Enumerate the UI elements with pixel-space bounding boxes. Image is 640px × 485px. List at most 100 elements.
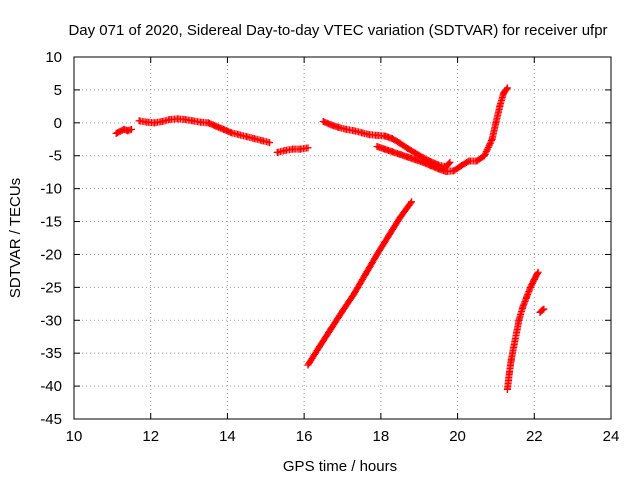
data-point bbox=[350, 127, 358, 135]
data-point bbox=[135, 117, 143, 125]
y-tick-label: -40 bbox=[40, 378, 62, 395]
data-point bbox=[335, 123, 343, 131]
data-point bbox=[304, 144, 312, 152]
x-tick-label: 10 bbox=[66, 428, 83, 445]
data-point bbox=[465, 157, 473, 165]
data-series bbox=[273, 144, 312, 156]
data-point bbox=[327, 325, 335, 333]
y-tick-label: -30 bbox=[40, 312, 62, 329]
data-point bbox=[480, 152, 488, 160]
x-tick-label: 16 bbox=[296, 428, 313, 445]
data-point bbox=[450, 167, 458, 175]
data-point bbox=[492, 119, 500, 127]
data-point bbox=[112, 129, 120, 137]
data-point bbox=[404, 153, 412, 161]
data-point bbox=[404, 144, 412, 152]
x-axis-label: GPS time / hours bbox=[283, 458, 397, 475]
data-point bbox=[258, 137, 266, 145]
chart-title: Day 071 of 2020, Sidereal Day-to-day VTE… bbox=[68, 22, 607, 39]
data-point bbox=[434, 165, 442, 173]
x-tick-label: 24 bbox=[603, 428, 620, 445]
data-point bbox=[124, 127, 132, 135]
data-point bbox=[396, 150, 404, 158]
data-point bbox=[273, 148, 281, 156]
data-point bbox=[515, 316, 523, 324]
data-point bbox=[381, 132, 389, 140]
data-series bbox=[135, 115, 274, 147]
tick-label-layer: 10 12 14 16 18 20 22 24 10 5 0 -5 -10 -15 -20 -25 -30 -35… bbox=[40, 49, 619, 445]
data-point bbox=[339, 307, 346, 315]
data-point bbox=[174, 115, 182, 123]
y-tick-label: -15 bbox=[40, 214, 62, 231]
data-point bbox=[503, 84, 511, 92]
data-point bbox=[304, 361, 312, 369]
data-point bbox=[204, 119, 212, 127]
data-point bbox=[519, 303, 527, 311]
data-point bbox=[503, 385, 511, 393]
data-point bbox=[526, 283, 534, 291]
data-series bbox=[304, 198, 416, 369]
data-point bbox=[388, 148, 396, 156]
data-point bbox=[442, 168, 450, 176]
data-point bbox=[530, 275, 538, 283]
data-point bbox=[411, 156, 419, 164]
data-point bbox=[540, 305, 548, 313]
data-point bbox=[396, 139, 404, 147]
grid-layer bbox=[74, 57, 611, 419]
data-point bbox=[411, 149, 419, 157]
data-point bbox=[373, 143, 381, 151]
y-tick-label: -35 bbox=[40, 345, 62, 362]
y-tick-label: 10 bbox=[45, 49, 62, 66]
data-point bbox=[227, 129, 235, 137]
data-point bbox=[197, 118, 205, 126]
data-point bbox=[151, 119, 159, 127]
y-tick-label: -25 bbox=[40, 279, 62, 296]
data-point bbox=[488, 135, 496, 143]
data-point bbox=[220, 125, 228, 133]
data-point bbox=[500, 89, 508, 97]
data-point bbox=[427, 162, 435, 170]
data-point bbox=[365, 131, 373, 139]
data-point bbox=[266, 139, 274, 147]
plot-frame bbox=[73, 56, 612, 420]
y-axis-label: SDTVAR / TECUs bbox=[7, 178, 24, 298]
data-point bbox=[507, 356, 515, 364]
data-point bbox=[315, 343, 323, 351]
data-point bbox=[534, 268, 542, 276]
data-point bbox=[296, 145, 304, 153]
data-point bbox=[128, 125, 136, 133]
data-point bbox=[289, 145, 297, 153]
data-point bbox=[319, 118, 327, 126]
data-point bbox=[373, 131, 381, 139]
x-tick-label: 14 bbox=[219, 428, 236, 445]
data-point bbox=[166, 116, 174, 124]
data-series bbox=[112, 125, 136, 137]
data-point bbox=[250, 135, 258, 143]
data-point bbox=[396, 214, 404, 222]
data-point bbox=[446, 158, 454, 166]
data-point bbox=[473, 157, 481, 165]
data-point bbox=[189, 117, 197, 125]
data-series bbox=[503, 268, 542, 393]
data-point bbox=[505, 369, 513, 377]
x-tick-label: 22 bbox=[526, 428, 543, 445]
data-point bbox=[388, 135, 396, 143]
data-point bbox=[511, 336, 519, 344]
data-point bbox=[143, 118, 151, 126]
data-layer bbox=[112, 84, 548, 393]
y-tick-label: 0 bbox=[54, 115, 62, 132]
data-point bbox=[381, 145, 389, 153]
x-tick-label: 20 bbox=[449, 428, 466, 445]
data-point bbox=[235, 131, 243, 139]
data-point bbox=[457, 162, 465, 170]
data-point bbox=[408, 198, 416, 206]
data-point bbox=[158, 118, 166, 126]
data-point bbox=[419, 158, 427, 166]
data-point bbox=[243, 133, 251, 141]
data-point bbox=[496, 102, 504, 110]
x-tick-label: 12 bbox=[142, 428, 159, 445]
data-point bbox=[523, 293, 531, 301]
